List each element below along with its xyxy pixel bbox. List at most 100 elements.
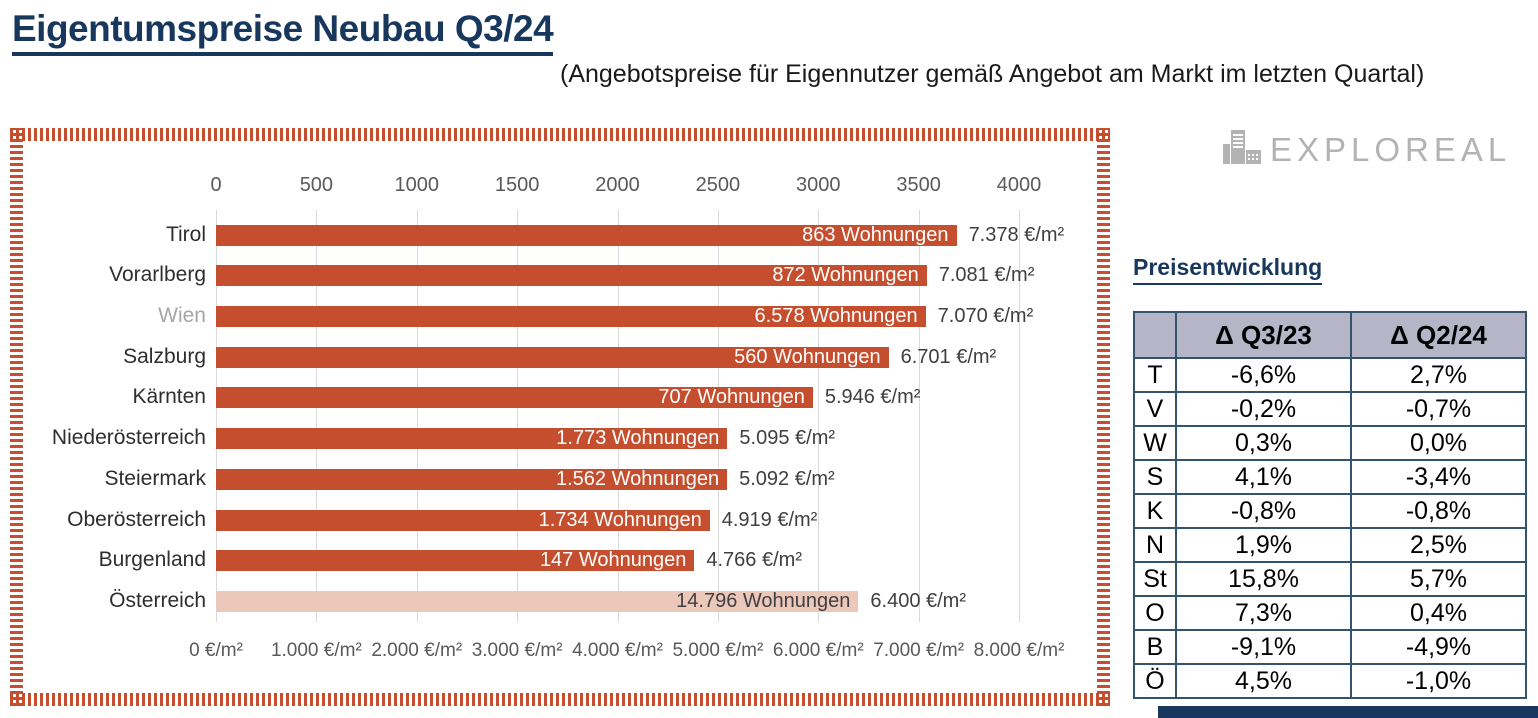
- logo-wordmark: EXPLOREAL: [1270, 130, 1512, 168]
- category-label: Salzburg: [123, 344, 206, 368]
- gridline: [316, 210, 318, 622]
- table-column-header: Δ Q2/24: [1350, 311, 1527, 359]
- bottom-axis-tick: 3.000 €/m²: [471, 640, 563, 661]
- table-column-header: Δ Q3/23: [1175, 311, 1352, 359]
- chart-border-left: [10, 128, 23, 706]
- bar-price-label: 5.095 €/m²: [739, 427, 836, 450]
- bar-count-label: 1.773 Wohnungen: [556, 427, 720, 450]
- top-axis-tick: 4000: [996, 174, 1042, 196]
- bar-count-label: 1.734 Wohnungen: [538, 508, 702, 531]
- state-key-cell: K: [1133, 493, 1177, 529]
- bar-price-label: 7.070 €/m²: [937, 304, 1034, 327]
- bar: 14.796 Wohnungen: [216, 590, 859, 613]
- bar-count-label: 6.578 Wohnungen: [754, 304, 918, 327]
- delta-value-cell: 1,9%: [1175, 527, 1352, 563]
- top-axis-tick: 2000: [595, 174, 640, 196]
- bar-count-label: 1.562 Wohnungen: [556, 467, 720, 490]
- bottom-axis-tick: 5.000 €/m²: [672, 640, 764, 661]
- top-axis-tick: 3500: [896, 174, 941, 196]
- state-key-cell: W: [1133, 425, 1177, 461]
- state-key-cell: Ö: [1133, 663, 1177, 699]
- bottom-axis-tick: 2.000 €/m²: [371, 640, 463, 661]
- category-label: Steiermark: [104, 466, 206, 490]
- state-key-cell: O: [1133, 595, 1177, 631]
- delta-value-cell: -9,1%: [1175, 629, 1352, 665]
- bar-price-label: 6.400 €/m²: [870, 590, 966, 613]
- bottom-axis-tick: 0 €/m²: [189, 640, 243, 661]
- category-label: Vorarlberg: [109, 263, 206, 287]
- state-key-cell: St: [1133, 561, 1177, 597]
- bar: 1.773 Wohnungen: [216, 427, 728, 450]
- bottom-axis-tick: 7.000 €/m²: [873, 640, 965, 661]
- bottom-axis-tick: 8.000 €/m²: [973, 640, 1065, 661]
- exploreal-logo: EXPLOREAL: [1222, 128, 1511, 171]
- top-axis-tick: 1500: [494, 174, 540, 196]
- table-corner-cell: [1133, 311, 1177, 359]
- page-subtitle: (Angebotspreise für Eigennutzer gemäß An…: [560, 60, 1425, 88]
- gridline: [918, 210, 920, 622]
- bar-count-label: 147 Wohnungen: [539, 549, 687, 572]
- table-row: K -0,8% -0,8%: [1133, 493, 1527, 529]
- state-key-cell: N: [1133, 527, 1177, 563]
- building-icon: [1222, 128, 1262, 171]
- bar: 1.734 Wohnungen: [216, 508, 710, 531]
- delta-value-cell: 2,7%: [1350, 357, 1527, 393]
- delta-table: Δ Q3/23 Δ Q2/24 T -6,6% 2,7% V -0,2% -0,7% W 0,3%…: [1133, 311, 1527, 699]
- gridline: [517, 210, 519, 622]
- delta-value-cell: -4,9%: [1350, 629, 1527, 665]
- gridline: [717, 210, 719, 622]
- table-row: T -6,6% 2,7%: [1133, 357, 1527, 393]
- delta-value-cell: 2,5%: [1350, 527, 1527, 563]
- category-label: Oberösterreich: [67, 507, 206, 531]
- category-label: Tirol: [165, 222, 206, 246]
- state-key-cell: B: [1133, 629, 1177, 665]
- chart-border-right: [1097, 128, 1110, 706]
- category-label: Niederösterreich: [51, 426, 206, 450]
- top-axis-tick: 500: [299, 174, 334, 196]
- page-title: Eigentumspreise Neubau Q3/24: [12, 8, 554, 56]
- price-development-heading: Preisentwicklung: [1133, 254, 1323, 285]
- bar-price-label: 7.081 €/m²: [938, 264, 1035, 287]
- bar-count-label: 872 Wohnungen: [772, 264, 919, 287]
- delta-value-cell: 15,8%: [1175, 561, 1352, 597]
- bar: 147 Wohnungen: [216, 549, 695, 572]
- delta-value-cell: 4,1%: [1175, 459, 1352, 495]
- bar-price-label: 4.919 €/m²: [721, 508, 818, 531]
- delta-value-cell: 7,3%: [1175, 595, 1352, 631]
- table-row: Ö 4,5% -1,0%: [1133, 663, 1527, 699]
- category-label: Österreich: [109, 589, 206, 613]
- bar: 1.562 Wohnungen: [216, 467, 728, 490]
- bar: 707 Wohnungen: [216, 386, 813, 409]
- delta-value-cell: 5,7%: [1350, 561, 1527, 597]
- gridline: [617, 210, 619, 622]
- category-label: Burgenland: [98, 548, 206, 572]
- table-row: S 4,1% -3,4%: [1133, 459, 1527, 495]
- top-axis-tick: 2500: [695, 174, 741, 196]
- table-row: V -0,2% -0,7%: [1133, 391, 1527, 427]
- gridline: [1019, 210, 1020, 622]
- table-row: W 0,3% 0,0%: [1133, 425, 1527, 461]
- delta-value-cell: 0,3%: [1175, 425, 1352, 461]
- gridline: [818, 210, 820, 622]
- bar-price-label: 5.092 €/m²: [739, 467, 835, 490]
- state-key-cell: T: [1133, 357, 1177, 393]
- bar: 6.578 Wohnungen: [216, 304, 926, 327]
- delta-value-cell: -0,7%: [1350, 391, 1527, 427]
- chart-border-top: [10, 128, 1110, 141]
- state-key-cell: V: [1133, 391, 1177, 427]
- bar: 560 Wohnungen: [216, 346, 889, 368]
- bottom-axis-tick: 1.000 €/m²: [270, 640, 362, 661]
- bottom-axis-tick: 6.000 €/m²: [772, 640, 864, 661]
- price-bar-chart: 0 0 €/m² 500 1.000 €/m² 1000 2.000 €/m² 1500 3.…: [10, 128, 1110, 706]
- chart-border-bottom: [10, 693, 1110, 706]
- bar-price-label: 6.701 €/m²: [900, 345, 997, 368]
- gridline: [416, 210, 418, 622]
- bottom-axis-tick: 4.000 €/m²: [572, 640, 663, 661]
- top-axis-tick: 1000: [394, 174, 440, 196]
- bar-price-label: 7.378 €/m²: [968, 223, 1065, 246]
- bar: 872 Wohnungen: [216, 264, 927, 287]
- category-label: Kärnten: [132, 385, 206, 409]
- table-row: O 7,3% 0,4%: [1133, 595, 1527, 631]
- delta-value-cell: -0,2%: [1175, 391, 1352, 427]
- bar-count-label: 707 Wohnungen: [658, 386, 805, 409]
